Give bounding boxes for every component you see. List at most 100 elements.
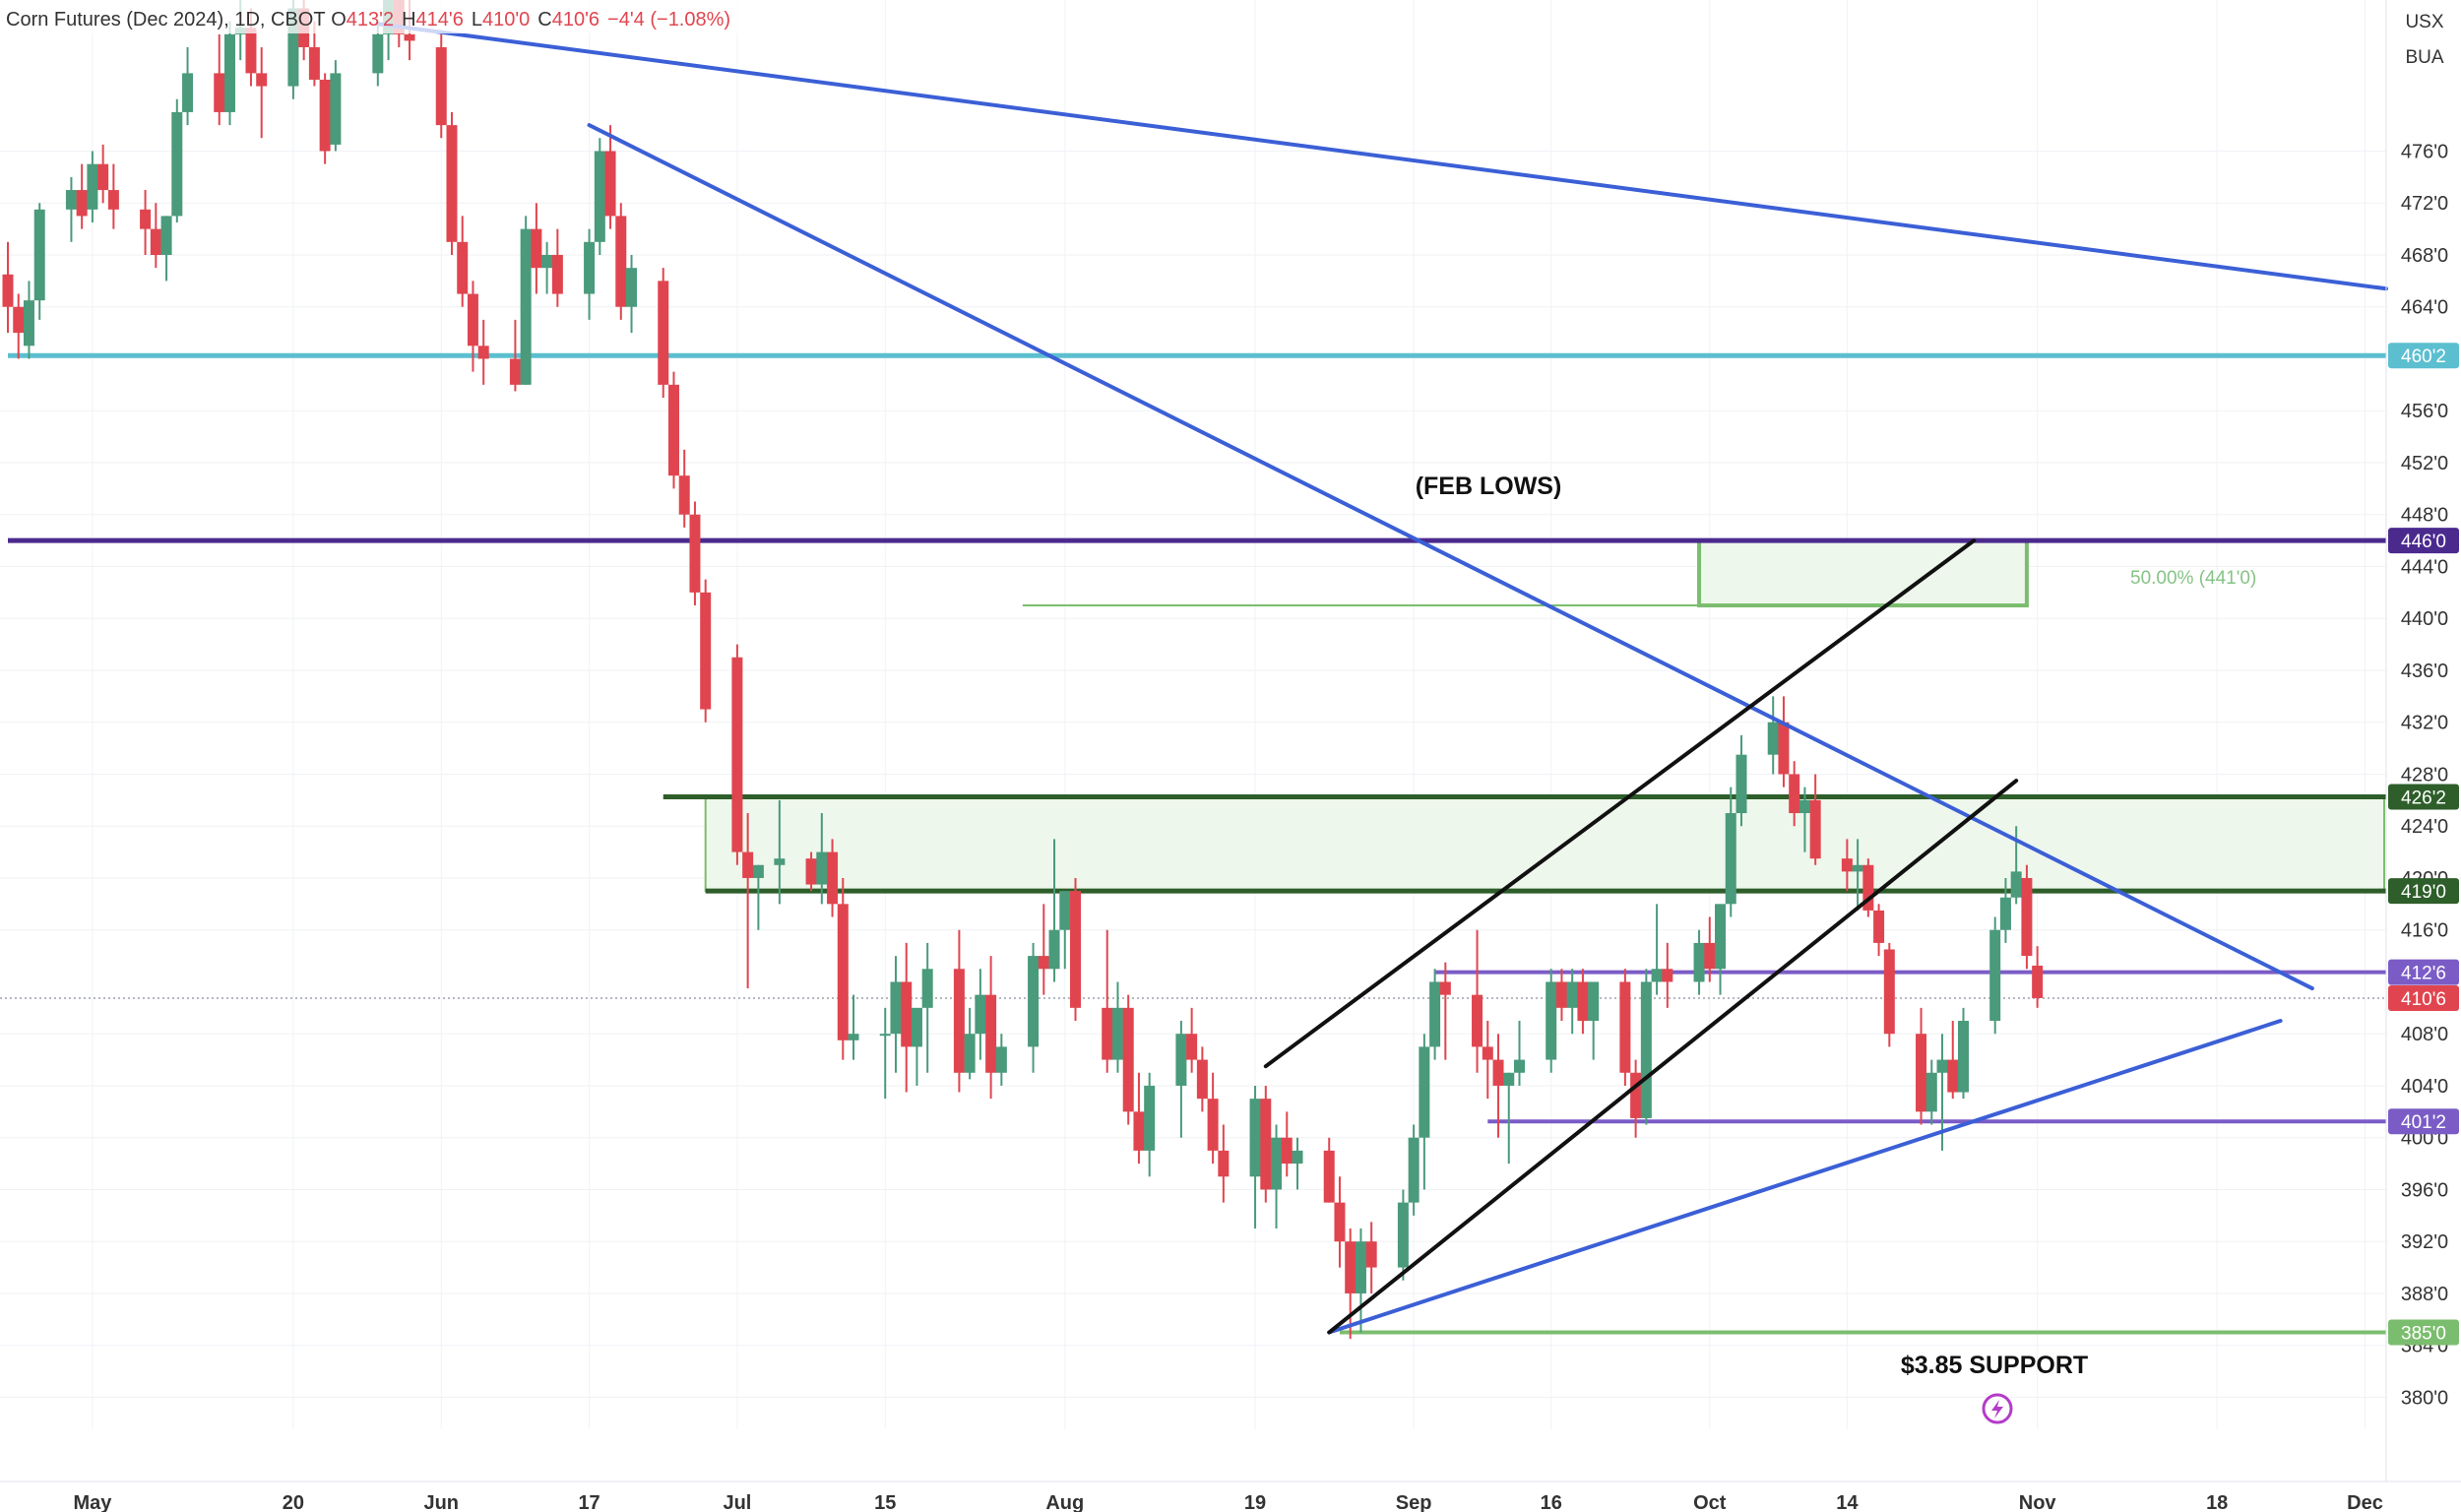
- candle-up: [816, 851, 828, 885]
- candle-up: [1693, 942, 1705, 982]
- candle-down: [551, 254, 563, 294]
- candle-up: [848, 1034, 859, 1040]
- candle-down: [2032, 965, 2044, 998]
- candle-down: [604, 151, 616, 217]
- fib-50-label: 50.00% (441'0): [2130, 568, 2256, 589]
- symbol-header: Corn Futures (Dec 2024), 1D, CBOT O413'2 H…: [6, 9, 730, 31]
- time-tick-label: 20: [283, 1492, 304, 1512]
- price-tick-label: 448'0: [2401, 505, 2448, 527]
- candle-up: [584, 241, 596, 294]
- candle-up: [1271, 1137, 1283, 1190]
- price-tag-label: 401'2: [2401, 1112, 2446, 1133]
- candle-down: [827, 851, 839, 905]
- candle-down: [678, 475, 690, 515]
- price-tag-label: 446'0: [2401, 532, 2446, 552]
- candle-down: [615, 216, 627, 307]
- candle-up: [752, 864, 764, 878]
- candle-up: [160, 216, 172, 255]
- candle-up: [1355, 1241, 1366, 1293]
- price-tick-label: 472'0: [2401, 193, 2448, 215]
- symbol-text: Corn Futures (Dec 2024), 1D, CBOT: [6, 9, 325, 31]
- price-tick-label: 424'0: [2401, 816, 2448, 838]
- time-tick-label: Nov: [2019, 1492, 2057, 1512]
- candle-down: [667, 384, 679, 476]
- lightning-alert-icon[interactable]: [1982, 1393, 2013, 1424]
- candle-up: [1028, 956, 1040, 1047]
- candle-up: [1925, 1072, 1937, 1112]
- candle-down: [1323, 1150, 1335, 1203]
- price-tag-label: 412'6: [2401, 964, 2446, 984]
- time-tick-label: Oct: [1693, 1492, 1727, 1512]
- price-tag-box: [2388, 959, 2459, 985]
- price-tag-box: [2388, 878, 2459, 905]
- candle-up: [1503, 1072, 1515, 1086]
- high-value: 414'6: [416, 9, 464, 31]
- candle-up: [330, 73, 342, 145]
- price-tick-label: 440'0: [2401, 608, 2448, 630]
- unit-label-top: USX: [2405, 12, 2443, 32]
- candle-down: [805, 858, 817, 885]
- candle-down: [1630, 1072, 1642, 1118]
- time-tick-label: Dec: [2347, 1492, 2383, 1512]
- candle-up: [372, 33, 384, 74]
- close-label: C: [537, 9, 551, 31]
- price-tag-box: [2388, 1108, 2459, 1135]
- candle-up: [2010, 871, 2022, 898]
- candle-down: [658, 281, 669, 385]
- candle-down: [256, 73, 268, 87]
- candle-up: [995, 1046, 1007, 1073]
- price-tag-box: [2388, 343, 2459, 369]
- price-tick-label: 392'0: [2401, 1231, 2448, 1253]
- candle-down: [457, 241, 469, 294]
- candle-down: [467, 293, 478, 346]
- price-tick-label: 408'0: [2401, 1024, 2448, 1045]
- candle-up: [65, 190, 77, 210]
- candle-down: [1439, 981, 1451, 995]
- time-tick-label: 19: [1244, 1492, 1266, 1512]
- price-axis[interactable]: USX BUA 476'0 472'0 468'0 464'0 456'0 452'0 44…: [2385, 0, 2459, 1481]
- candle-up: [1852, 864, 1863, 872]
- price-tag-label: 419'0: [2401, 882, 2446, 903]
- candle-down: [245, 28, 257, 74]
- time-tick-label: 15: [874, 1492, 896, 1512]
- candle-up: [1514, 1059, 1526, 1073]
- candle-up: [1651, 969, 1663, 982]
- candle-down: [150, 228, 161, 255]
- price-tick-label: 468'0: [2401, 245, 2448, 267]
- candle-up: [287, 8, 299, 87]
- candle-up: [1111, 1007, 1123, 1060]
- price-tag-box: [2388, 784, 2459, 810]
- candle-up: [33, 209, 45, 301]
- candle-up: [1408, 1137, 1420, 1203]
- candle-down: [742, 851, 754, 878]
- price-tick-label: 464'0: [2401, 297, 2448, 319]
- candle-up: [1725, 813, 1736, 905]
- candle-down: [700, 592, 712, 710]
- low-label: L: [472, 9, 482, 31]
- candle-up: [594, 151, 605, 242]
- trend-line: [1327, 1019, 2283, 1335]
- price-tick-labels: 476'0 472'0 468'0 464'0 456'0 452'0 448'0 444'0…: [2401, 141, 2448, 1409]
- zone-box: [1697, 538, 2029, 608]
- levels-layer: [0, 352, 2386, 1335]
- candle-up: [911, 1007, 922, 1047]
- low-value: 410'0: [482, 9, 530, 31]
- candle-up: [1999, 897, 2011, 930]
- support-annotation: $3.85 SUPPORT: [1901, 1352, 2088, 1379]
- candle-down: [1662, 969, 1673, 982]
- candle-up: [87, 163, 98, 210]
- candle-up: [1292, 1150, 1303, 1165]
- candle-up: [1936, 1059, 1948, 1073]
- price-tick-label: 444'0: [2401, 556, 2448, 578]
- time-axis[interactable]: May 20 Jun 17 Jul 15 Aug 19 Sep 16 Oct 14 Nov 18 Dec: [0, 1480, 2461, 1512]
- price-tag-label: 460'2: [2401, 346, 2446, 367]
- price-tag-label: 385'0: [2401, 1324, 2446, 1345]
- candle-up: [1048, 929, 1060, 970]
- candle-down: [76, 190, 88, 217]
- candle-down: [1482, 1046, 1493, 1060]
- trend-line: [1263, 538, 1977, 1069]
- price-tag-box: [2388, 528, 2459, 554]
- candle-down: [837, 904, 849, 1040]
- candle-up: [1419, 1046, 1430, 1138]
